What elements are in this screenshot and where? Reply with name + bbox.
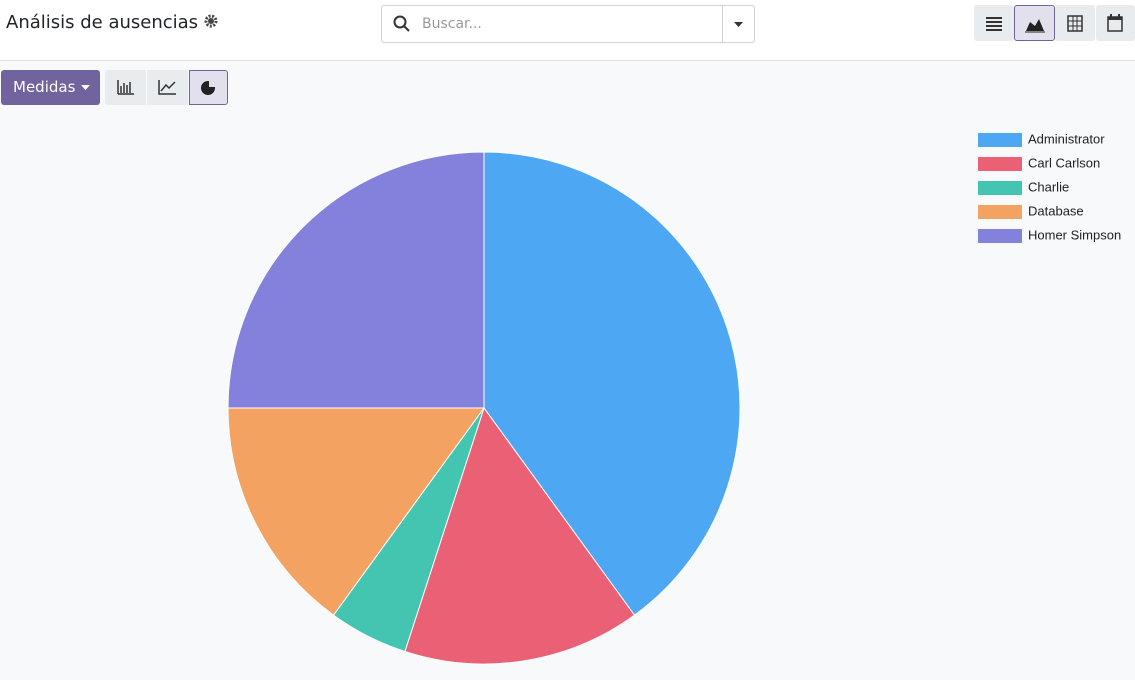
search-placeholder: Buscar...: [422, 16, 482, 32]
legend-swatch[interactable]: [978, 157, 1022, 171]
control-panel: Análisis de ausencias Buscar...: [0, 0, 1135, 61]
bar-chart-button[interactable]: [105, 70, 146, 105]
pie-chart-button[interactable]: [189, 70, 228, 105]
legend-swatch[interactable]: [978, 229, 1022, 243]
legend-label[interactable]: Database: [1028, 203, 1084, 218]
legend-swatch[interactable]: [978, 205, 1022, 219]
legend-label[interactable]: Carl Carlson: [1028, 155, 1100, 170]
pivot-view-button[interactable]: [1055, 5, 1095, 41]
search-box[interactable]: Buscar...: [381, 5, 755, 43]
graph-view-button[interactable]: [1014, 5, 1055, 41]
pie-slice[interactable]: [227, 151, 485, 409]
title-text: Análisis de ausencias: [6, 12, 199, 33]
legend-label[interactable]: Administrator: [1028, 131, 1105, 146]
legend-label[interactable]: Homer Simpson: [1028, 227, 1121, 242]
calendar-view-button[interactable]: [1096, 5, 1135, 41]
pie-slice[interactable]: [483, 151, 741, 616]
chart: Administrator Carl Carlson Charlie Database…: [227, 131, 1121, 665]
measures-button[interactable]: Medidas: [1, 70, 100, 105]
line-chart-button[interactable]: [147, 70, 188, 105]
legend-swatch[interactable]: [978, 133, 1022, 147]
list-view-button[interactable]: [974, 5, 1014, 41]
pie-slice[interactable]: [404, 406, 636, 665]
measures-label: Medidas: [13, 78, 76, 96]
legend-swatch[interactable]: [978, 181, 1022, 195]
page-title: Análisis de ausencias: [6, 12, 218, 33]
pie-slice[interactable]: [227, 407, 485, 616]
legend-label[interactable]: Charlie: [1028, 179, 1069, 194]
search-icon: [393, 15, 410, 32]
search-dropdown[interactable]: [722, 6, 754, 42]
gear-icon[interactable]: [204, 14, 218, 28]
